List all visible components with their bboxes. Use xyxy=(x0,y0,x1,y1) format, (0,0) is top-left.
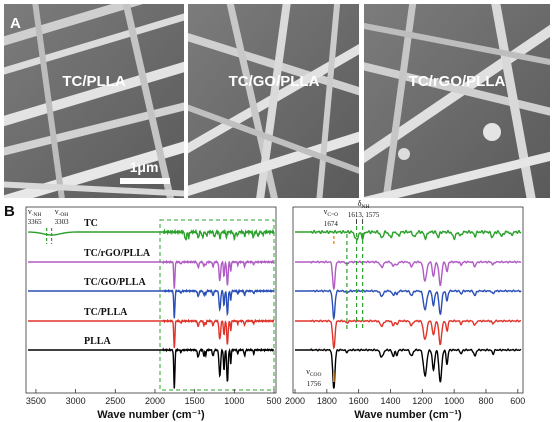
series-line-tc-plla xyxy=(28,318,275,348)
annotation-value: 1613, 1575 xyxy=(348,211,380,219)
x-tick-label: 600 xyxy=(510,396,525,406)
series-label: TC/GO/PLLA xyxy=(84,277,146,288)
chart2-frame xyxy=(292,206,524,394)
annotation-sub: NH xyxy=(362,204,370,210)
series-line-tc-go-plla xyxy=(295,289,522,321)
x-tick-label: 2000 xyxy=(145,396,165,406)
annotation-sub: -NH xyxy=(32,212,42,218)
series-line-plla xyxy=(28,347,275,389)
zoom-region-box xyxy=(159,219,275,391)
x-tick-label: 1000 xyxy=(444,396,464,406)
x-tick-label: 1400 xyxy=(380,396,400,406)
annotation-value: 3303 xyxy=(55,218,70,226)
x-tick-label: 1800 xyxy=(317,396,337,406)
series-line-plla xyxy=(295,348,522,389)
annotation-value: 1674 xyxy=(324,220,339,228)
x-tick-label: 1000 xyxy=(224,396,244,406)
x-tick-label: 3000 xyxy=(66,396,86,406)
annotation-sub: -OH xyxy=(58,212,68,218)
annotation-symbol: νCOO xyxy=(306,367,321,378)
x-tick-label: 2500 xyxy=(105,396,125,406)
panel-b-letter: B xyxy=(4,203,15,220)
x-tick-label: 1500 xyxy=(185,396,205,406)
sem-image-1: A TC/PLLA 1μm xyxy=(4,4,184,198)
x-tick-label: 800 xyxy=(478,396,493,406)
annotation-value: 1756 xyxy=(307,380,322,388)
series-line-tc-rgo-plla xyxy=(28,259,275,289)
chart1-x-axis-label: Wave number (cm⁻¹) xyxy=(97,409,205,421)
chart1-frame xyxy=(25,206,277,394)
annotation-sub: COO xyxy=(310,372,322,378)
x-tick-label: 500 xyxy=(266,396,281,406)
annotation-symbol: ν-OH xyxy=(55,207,68,218)
annotation-sub: C=O xyxy=(327,212,338,218)
chart2-x-axis-label: Wave number (cm⁻¹) xyxy=(354,409,462,421)
series-line-tc-plla xyxy=(295,319,522,350)
sem-image-3: TC/rGO/PLLA xyxy=(364,4,550,198)
sem-image-2: TC/GO/PLLA xyxy=(188,4,359,198)
x-tick-label: 1600 xyxy=(349,396,369,406)
scale-bar xyxy=(120,178,170,184)
annotation-value: 3365 xyxy=(28,218,43,226)
series-line-tc xyxy=(28,228,275,242)
sem-label-3: TC/rGO/PLLA xyxy=(409,73,506,90)
series-label: PLLA xyxy=(84,336,111,347)
x-tick-label: 1200 xyxy=(412,396,432,406)
panel-a-letter: A xyxy=(10,15,21,32)
annotation-symbol: ν-NH xyxy=(28,207,41,218)
series-line-tc xyxy=(295,229,522,241)
x-tick-label: 3500 xyxy=(26,396,46,406)
annotation-symbol: νC=O xyxy=(324,207,338,218)
annotation-symbol: δNH xyxy=(358,199,370,210)
series-line-tc-rgo-plla xyxy=(295,260,522,291)
sem-label-2: TC/GO/PLLA xyxy=(229,73,320,90)
series-label: TC/rGO/PLLA xyxy=(84,248,151,259)
scale-bar-label: 1μm xyxy=(130,159,159,175)
series-label: TC/PLLA xyxy=(84,307,128,318)
sem-label-1: TC/PLLA xyxy=(62,73,125,90)
series-label: TC xyxy=(84,218,98,229)
series-line-tc-go-plla xyxy=(28,288,275,319)
x-tick-label: 2000 xyxy=(285,396,305,406)
